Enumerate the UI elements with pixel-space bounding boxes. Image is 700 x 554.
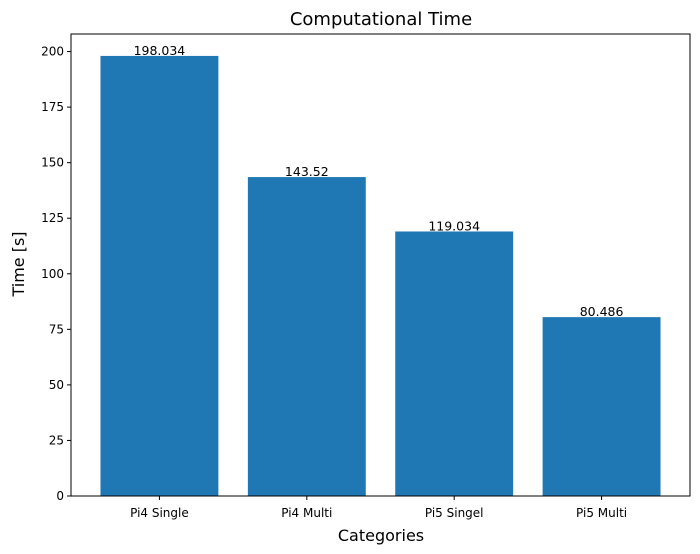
plot-area: 198.034 143.52 119.034 80.486 0 25 50 75 100 125 1…: [41, 33, 691, 520]
axes-frame: [70, 33, 691, 497]
x-tick-label: Pi5 Multi: [576, 506, 627, 520]
y-tick-label: 100: [41, 267, 64, 281]
chart-title: Computational Time: [290, 9, 472, 30]
bar: [100, 55, 219, 497]
y-tick-label: 25: [49, 433, 64, 447]
bar-value-label: 119.034: [428, 218, 480, 233]
y-axis-label: Time [s]: [9, 231, 28, 297]
y-tick-label: 150: [41, 156, 64, 170]
bar-value-label: 198.034: [134, 43, 186, 58]
x-axis-label: Categories: [338, 526, 424, 545]
bar: [395, 231, 514, 497]
bar: [542, 317, 661, 496]
x-tick-label: Pi5 Singel: [425, 506, 484, 520]
x-tick-label: Pi4 Single: [130, 506, 189, 520]
bar: [247, 177, 366, 497]
y-tick-label: 175: [41, 100, 64, 114]
y-tick-label: 200: [41, 45, 64, 59]
bar-value-label: 80.486: [580, 304, 624, 319]
y-tick-label: 50: [49, 378, 64, 392]
bar-value-label: 143.52: [285, 164, 329, 179]
x-tick-label: Pi4 Multi: [281, 506, 332, 520]
y-tick-label: 125: [41, 211, 64, 225]
y-tick-label: 0: [56, 489, 64, 503]
y-tick-label: 75: [49, 322, 64, 336]
